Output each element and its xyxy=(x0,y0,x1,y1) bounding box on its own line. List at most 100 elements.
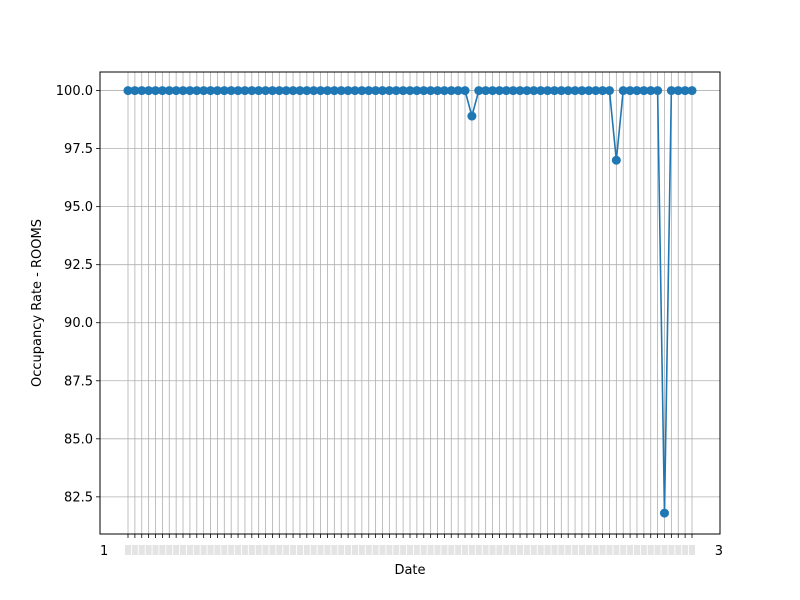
data-point xyxy=(536,86,546,96)
data-point xyxy=(549,86,559,96)
data-point xyxy=(446,86,456,96)
data-point xyxy=(309,86,319,96)
x-tick-label-overlap xyxy=(585,545,592,555)
x-tick-label-overlap xyxy=(317,545,324,555)
x-tick-label-overlap xyxy=(200,545,207,555)
data-point xyxy=(515,86,525,96)
data-point xyxy=(570,86,580,96)
data-point xyxy=(254,86,264,96)
x-tick-label-overlap xyxy=(214,545,221,555)
data-point xyxy=(481,86,491,96)
y-axis-ticks: 82.5 85.0 87.5 90.0 92.5 95.0 97.5 100.0 xyxy=(56,84,100,505)
x-tick-label-overlap xyxy=(379,545,386,555)
x-tick-label-overlap xyxy=(166,545,173,555)
x-tick-label-overlap xyxy=(131,545,138,555)
x-tick-label-overlap xyxy=(468,545,475,555)
data-point xyxy=(295,86,305,96)
x-axis-label: Date xyxy=(394,563,425,578)
series-layer xyxy=(123,86,697,518)
x-tick-label-overlap xyxy=(276,545,283,555)
x-tick-label-overlap xyxy=(255,545,262,555)
x-tick-label-overlap xyxy=(633,545,640,555)
data-point xyxy=(460,86,470,96)
x-tick-label-overlap xyxy=(510,545,517,555)
data-point xyxy=(274,86,284,96)
x-tick-label-overlap xyxy=(675,545,682,555)
y-tick-label: 85.0 xyxy=(64,432,93,447)
x-tick-label-overlap xyxy=(283,545,290,555)
x-tick-label-overlap xyxy=(186,545,193,555)
x-tick-label-overlap xyxy=(125,545,131,555)
data-point xyxy=(439,86,449,96)
x-tick-label-overlap xyxy=(413,545,420,555)
data-point xyxy=(350,86,360,96)
x-tick-label-overlap xyxy=(503,545,510,555)
data-point xyxy=(391,86,401,96)
data-point xyxy=(322,86,332,96)
x-tick-label-overlap xyxy=(407,545,413,555)
data-point xyxy=(405,86,415,96)
y-tick-label: 90.0 xyxy=(64,316,93,331)
x-tick-label-overlap xyxy=(482,545,489,555)
x-tick-label-overlap xyxy=(647,545,654,555)
data-point xyxy=(171,86,181,96)
data-point xyxy=(343,86,353,96)
y-tick-label: 95.0 xyxy=(64,200,93,215)
x-tick-label-overlap xyxy=(303,545,310,555)
x-tick-label-overlap xyxy=(427,545,434,555)
x-tick-label-overlap xyxy=(537,545,544,555)
x-tick-label-overlap xyxy=(599,545,606,555)
data-point xyxy=(364,86,374,96)
x-tick-label-overlap xyxy=(386,545,393,555)
data-point xyxy=(164,86,174,96)
x-tick-label-overlap xyxy=(193,545,200,555)
data-point xyxy=(371,86,381,96)
x-tick-label-overlap xyxy=(441,545,448,555)
x-tick-label-overlap xyxy=(654,545,661,555)
data-point xyxy=(192,86,202,96)
data-point xyxy=(666,86,676,96)
data-point xyxy=(130,86,140,96)
data-point xyxy=(247,86,257,96)
x-tick-label-overlap xyxy=(682,545,689,555)
data-point xyxy=(604,86,614,96)
data-point xyxy=(522,86,532,96)
x-tick-label-overlap xyxy=(345,545,352,555)
x-tick-label-overlap xyxy=(393,545,400,555)
data-point xyxy=(377,86,387,96)
data-point xyxy=(316,86,326,96)
x-tick-label-overlap xyxy=(338,545,345,555)
data-point xyxy=(673,86,683,96)
data-point xyxy=(412,86,422,96)
x-tick-label-overlap xyxy=(207,545,214,555)
data-point xyxy=(281,86,291,96)
x-tick-label-overlap xyxy=(241,545,248,555)
x-tick-label-overlap xyxy=(489,545,496,555)
x-tick-label-overlap xyxy=(269,545,276,555)
data-point xyxy=(357,86,367,96)
data-point xyxy=(426,86,436,96)
x-tick-label-last: 3 xyxy=(715,544,723,559)
data-point xyxy=(653,86,663,96)
x-tick-label-overlap xyxy=(372,545,379,555)
data-point xyxy=(639,86,649,96)
x-tick-label-overlap xyxy=(640,545,647,555)
y-tick-label: 87.5 xyxy=(64,374,93,389)
data-point xyxy=(185,86,195,96)
x-tick-label-overlap xyxy=(496,545,503,555)
data-point xyxy=(137,86,147,96)
data-point xyxy=(384,86,394,96)
x-tick-label-overlap xyxy=(565,545,572,555)
data-point xyxy=(212,86,222,96)
x-tick-label-overlap xyxy=(180,545,187,555)
x-tick-label-overlap xyxy=(592,545,599,555)
data-point xyxy=(488,86,498,96)
data-point xyxy=(199,86,209,96)
data-point xyxy=(577,86,587,96)
data-point xyxy=(584,86,594,96)
x-tick-label-overlap xyxy=(689,545,695,555)
x-tick-label-overlap xyxy=(420,545,427,555)
